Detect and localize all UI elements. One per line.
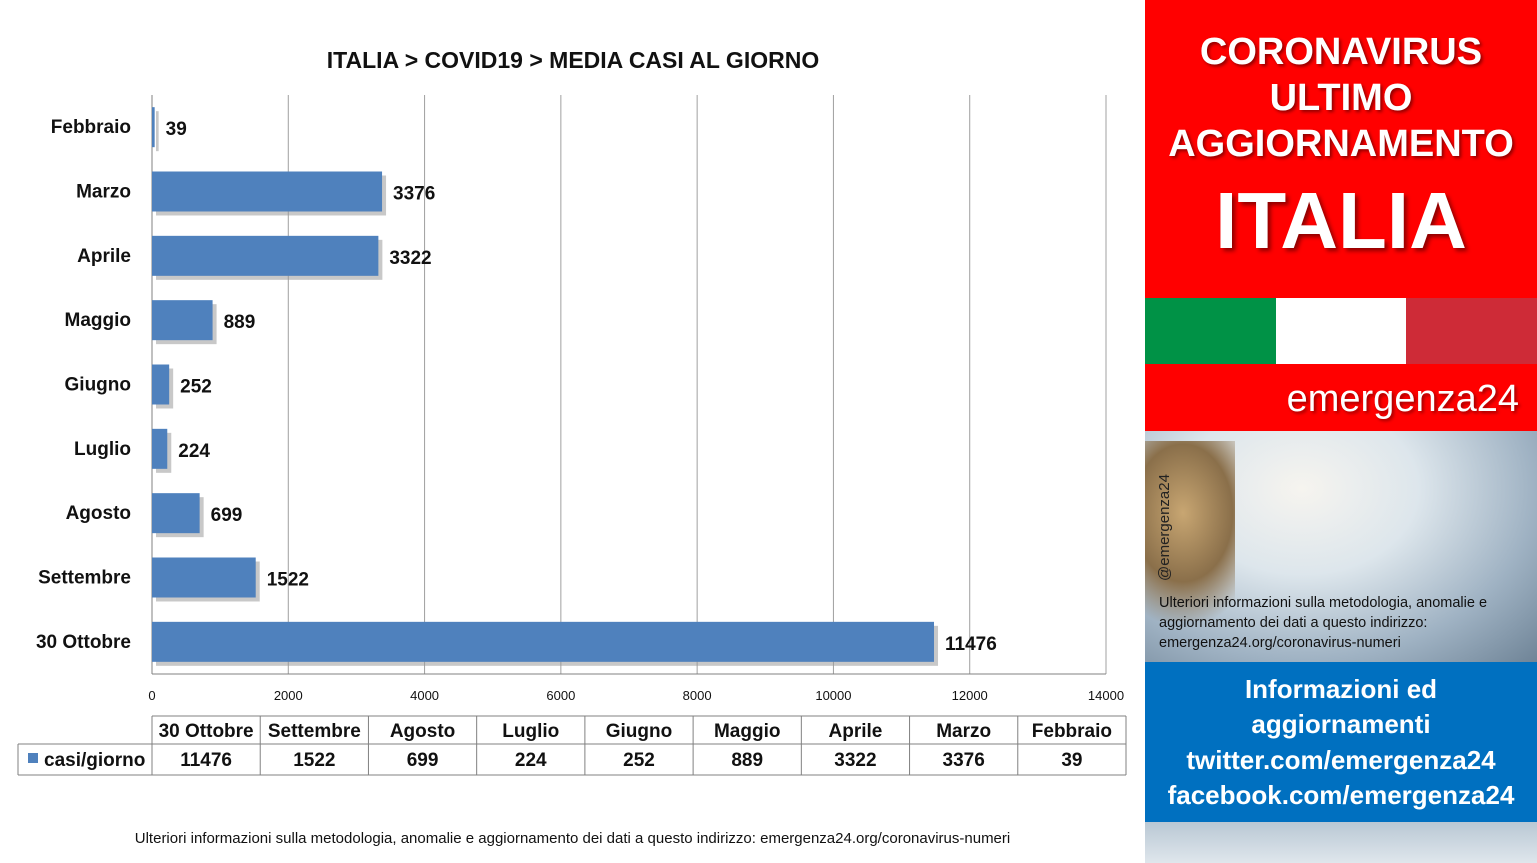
bar <box>152 300 213 341</box>
table-cell: 889 <box>731 750 763 771</box>
flag-green-stripe <box>1145 298 1276 364</box>
category-label: Giugno <box>65 375 131 396</box>
bar <box>152 364 170 405</box>
category-label: Aprile <box>77 246 131 267</box>
brand-name: emergenza24 <box>1145 364 1537 431</box>
x-tick-label: 4000 <box>410 688 439 703</box>
table-column-header: Giugno <box>606 721 672 742</box>
table-cell: 1522 <box>293 750 335 771</box>
x-tick-label: 6000 <box>546 688 575 703</box>
table-column-header: Luglio <box>502 721 559 742</box>
table-column-header: Agosto <box>390 721 455 742</box>
table-column-header: Settembre <box>268 721 361 742</box>
data-label: 3376 <box>393 184 435 205</box>
footnote: Ulteriori informazioni sulla metodologia… <box>134 830 1011 847</box>
table-cell: 224 <box>515 750 547 771</box>
bar <box>152 428 168 469</box>
bar <box>152 621 935 662</box>
info-line-1: Informazioni ed <box>1244 674 1438 704</box>
table-cell: 3322 <box>834 750 876 771</box>
photo-strip <box>1145 822 1537 863</box>
info-box: Informazioni ed aggiornamenti twitter.co… <box>1145 662 1537 822</box>
data-label: 3322 <box>389 248 431 269</box>
methodology-note: Ulteriori informazioni sulla metodologia… <box>1159 595 1488 651</box>
info-line-2: aggiornamenti <box>1251 709 1431 739</box>
table-cell: 252 <box>623 750 655 771</box>
labels: 0 2000 4000 6000 8000 10000 12000 14000 Febbraio… <box>36 117 1124 703</box>
data-label: 889 <box>224 312 256 333</box>
info-panel: CORONAVIRUS ULTIMO AGGIORNAMENTO ITALIA … <box>1145 0 1537 863</box>
x-tick-label: 12000 <box>952 688 988 703</box>
headline-line-2: ULTIMO <box>1269 77 1413 119</box>
category-label: Settembre <box>38 568 131 589</box>
photo-detail <box>1145 441 1235 621</box>
social-handle: @emergenza24 <box>1156 474 1173 581</box>
data-label: 252 <box>180 377 212 398</box>
bar <box>152 235 379 276</box>
table-column-header: Marzo <box>936 721 991 742</box>
twitter-link[interactable]: twitter.com/emergenza24 <box>1186 745 1496 775</box>
bar <box>152 107 155 148</box>
chart-title: ITALIA > COVID19 > MEDIA CASI AL GIORNO <box>327 47 819 73</box>
bar-chart: ITALIA > COVID19 > MEDIA CASI AL GIORNO … <box>17 47 1127 776</box>
table-column-header: Maggio <box>714 721 781 742</box>
data-label: 699 <box>211 505 243 526</box>
table-cell: 3376 <box>943 750 985 771</box>
chart-area: ITALIA > COVID19 > MEDIA CASI AL GIORNO … <box>17 47 1127 847</box>
bar <box>152 171 383 212</box>
category-label: Marzo <box>76 182 131 203</box>
data-label: 1522 <box>267 570 309 591</box>
background-photo: @emergenza24 Ulteriori informazioni sull… <box>1145 431 1537 662</box>
table-column-header: Febbraio <box>1032 721 1112 742</box>
bar-shadow <box>156 111 159 152</box>
data-label: 39 <box>166 119 187 140</box>
country-name: ITALIA <box>1215 176 1467 265</box>
table-column-header: Aprile <box>829 721 883 742</box>
x-tick-label: 2000 <box>274 688 303 703</box>
headline-line-3: AGGIORNAMENTO <box>1168 123 1514 165</box>
table-cell: 699 <box>407 750 439 771</box>
bars <box>152 107 939 666</box>
category-label: 30 Ottobre <box>36 632 131 653</box>
category-label: Agosto <box>66 503 131 524</box>
category-label: Febbraio <box>51 117 131 138</box>
data-label: 224 <box>178 441 210 462</box>
table-cell: 39 <box>1061 750 1082 771</box>
facebook-link[interactable]: facebook.com/emergenza24 <box>1167 780 1515 810</box>
table-column-header: 30 Ottobre <box>159 721 254 742</box>
x-tick-label: 10000 <box>815 688 851 703</box>
headline-box: CORONAVIRUS ULTIMO AGGIORNAMENTO ITALIA <box>1145 0 1537 298</box>
table-row-label: casi/giorno <box>44 750 145 771</box>
bar <box>152 493 200 534</box>
bar <box>152 557 256 598</box>
data-label: 11476 <box>945 634 997 655</box>
italian-flag-icon <box>1145 298 1537 364</box>
category-label: Luglio <box>74 439 131 460</box>
x-tick-label: 0 <box>148 688 155 703</box>
flag-red-stripe <box>1406 298 1537 364</box>
data-table: 30 Ottobre 11476 Settembre 1522 Agosto 699 Lug… <box>17 715 1127 776</box>
x-tick-label: 8000 <box>683 688 712 703</box>
x-tick-label: 14000 <box>1088 688 1124 703</box>
legend-swatch <box>28 753 38 763</box>
flag-white-stripe <box>1276 298 1406 364</box>
table-cell: 11476 <box>180 750 232 771</box>
category-label: Maggio <box>65 310 132 331</box>
headline-line-1: CORONAVIRUS <box>1199 31 1483 73</box>
